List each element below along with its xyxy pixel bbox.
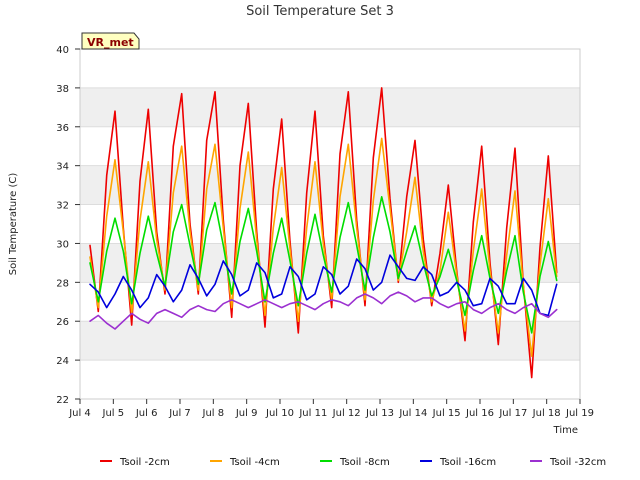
series-line-2 [89,196,558,334]
plot-band [80,360,580,399]
x-tick-label: Jul 4 [68,408,91,419]
x-tick-label: Jul 8 [202,408,225,419]
x-tick-label: Jul 10 [265,408,294,419]
x-tick-label: Jul 6 [135,408,158,419]
chart-title: Soil Temperature Set 3 [246,4,394,19]
plot-area-frame [79,48,581,400]
legend-label: Tsoil -2cm [119,457,170,468]
y-tick-label: 26 [56,317,69,328]
station-badge: VR_met [81,32,140,50]
plot-band [80,321,580,361]
x-tick-label: Jul 14 [398,408,427,419]
plot-band [80,87,580,127]
x-tick-label: Jul 18 [532,408,561,419]
x-tick-label: Jul 5 [102,408,125,419]
x-tick-label: Jul 19 [565,408,594,419]
series-line-1 [89,137,558,358]
series-lines [89,87,558,379]
y-tick-label: 30 [56,239,69,250]
plot-band [80,165,580,205]
y-tick-label: 34 [56,162,69,173]
plot-band [80,126,580,166]
series-line-3 [89,254,558,317]
legend-label: Tsoil -16cm [439,457,496,468]
y-axis-label: Soil Temperature (C) [8,173,19,276]
x-tick-label: Jul 17 [498,408,527,419]
badge-box [81,32,140,50]
y-tick-label: 36 [56,123,69,134]
badge-label: VR_met [87,36,134,49]
y-tick-label: 32 [56,201,69,212]
y-tick-label: 28 [56,278,69,289]
x-tick-label: Jul 11 [298,408,327,419]
y-tick-label: 38 [56,84,69,95]
legend: Tsoil -2cm Tsoil -4cm Tsoil -8cm Tsoil -16c… [100,457,606,468]
x-tick-label: Jul 13 [365,408,394,419]
y-tick-label: 40 [56,45,69,56]
x-tick-label: Jul 16 [465,408,494,419]
y-tick-label: 22 [56,395,69,406]
legend-label: Tsoil -8cm [339,457,390,468]
y-tick-label: 24 [56,356,69,367]
legend-label: Tsoil -4cm [229,457,280,468]
legend-label: Tsoil -32cm [549,457,606,468]
x-tick-label: Jul 15 [432,408,461,419]
y-axis-ticks: 22 24 26 28 30 32 34 36 38 40 [56,45,80,406]
plot-band [80,49,580,88]
x-axis-label: Time [553,425,578,436]
plot-band [80,204,580,244]
x-tick-label: Jul 7 [168,408,191,419]
x-axis-ticks: Jul 4 Jul 5 Jul 6 Jul 7 Jul 8 Jul 9 Jul 10 Jul … [68,399,594,419]
x-tick-label: Jul 12 [332,408,361,419]
series-line-4 [89,291,558,330]
x-tick-label: Jul 9 [235,408,258,419]
